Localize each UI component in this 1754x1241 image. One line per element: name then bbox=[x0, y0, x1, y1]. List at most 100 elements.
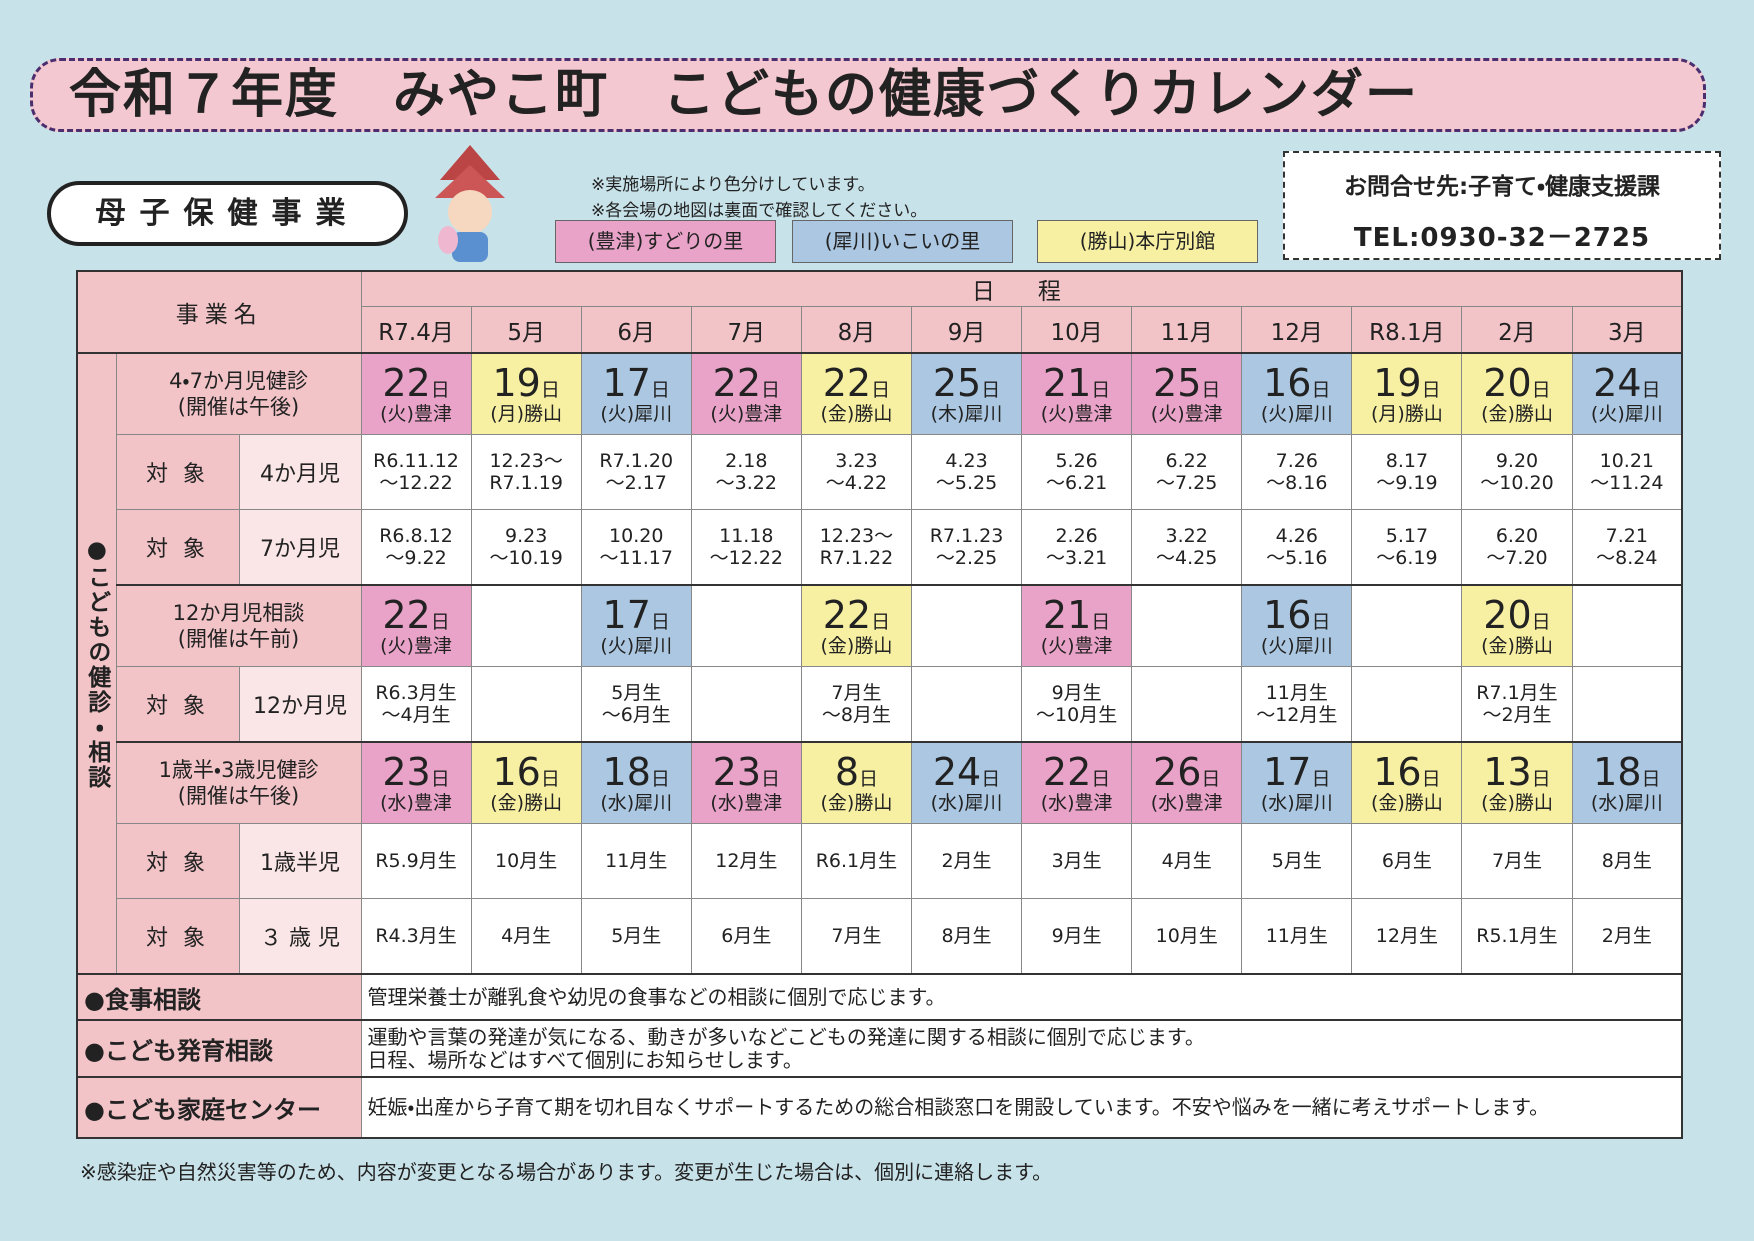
cell-line: ～5.16 bbox=[1266, 547, 1328, 569]
cell-line: 10月生 bbox=[1155, 925, 1218, 947]
cell-line: ～12月生 bbox=[1256, 704, 1338, 726]
target-cell: R5.9月生 bbox=[360, 823, 472, 899]
date-line: 17日 bbox=[1242, 752, 1351, 792]
target-cell: 6.20 ～7.20 bbox=[1461, 509, 1573, 586]
date-day: 22 bbox=[382, 593, 431, 637]
cell-line: 9月生 bbox=[1051, 682, 1102, 704]
cell-line: ～8.24 bbox=[1596, 547, 1658, 569]
date-unit: 日 bbox=[1091, 768, 1111, 790]
date-day: 25 bbox=[932, 361, 982, 405]
date-cell: 19日 (月)勝山 bbox=[470, 352, 582, 435]
date-day: 16 bbox=[492, 750, 541, 794]
date-cell bbox=[690, 584, 802, 667]
target-cell: 10月生 bbox=[470, 823, 582, 899]
header-row: R7.4月 5月 6月 7月 8月 9月 10月 11月 12月 R8.1月 2月 3月 bbox=[77, 306, 1683, 354]
footnote: ※感染症や自然災害等のため、内容が変更となる場合があります。変更が生じた場合は、… bbox=[80, 1160, 1053, 1184]
date-note: (水)豊津 bbox=[710, 792, 783, 814]
footer-name: ●こども発育相談 bbox=[76, 1019, 362, 1078]
date-unit: 日 bbox=[540, 768, 560, 790]
date-cell: 22日 (水)豊津 bbox=[1021, 741, 1133, 824]
date-cell: 23日 (水)豊津 bbox=[690, 741, 802, 824]
date-unit: 日 bbox=[430, 768, 450, 790]
contact-tel: TEL:0930-32－2725 bbox=[1353, 223, 1651, 253]
date-note: (金)勝山 bbox=[490, 792, 563, 814]
target-cell: 9.20 ～10.20 bbox=[1461, 434, 1573, 510]
date-line: 22日 bbox=[692, 363, 801, 403]
cell-line: ～11.17 bbox=[599, 547, 673, 569]
target-cell: 7月生 ～8月生 bbox=[800, 666, 912, 743]
date-day: 21 bbox=[1042, 361, 1092, 405]
date-cell: 8日 (金)勝山 bbox=[800, 741, 912, 824]
date-line: 20日 bbox=[1462, 363, 1571, 403]
date-line: 22日 bbox=[802, 363, 911, 403]
target-group: 7か月児 bbox=[238, 509, 362, 586]
body bbox=[452, 232, 488, 262]
cell-line: ～7.25 bbox=[1156, 472, 1218, 494]
cell-line: 11月生 bbox=[605, 850, 668, 872]
rabbit bbox=[438, 226, 458, 254]
cell-line: 6月生 bbox=[1381, 850, 1432, 872]
cell-line: R6.3月生 bbox=[375, 682, 457, 704]
date-cell: 22日 (火)豊津 bbox=[360, 352, 472, 435]
target-cell: 11.18 ～12.22 bbox=[690, 509, 802, 586]
target-cell: 4月生 bbox=[1131, 823, 1243, 899]
date-unit: 日 bbox=[1311, 611, 1331, 633]
target-cell: 9.23 ～10.19 bbox=[470, 509, 582, 586]
date-note: (水)豊津 bbox=[1150, 792, 1223, 814]
date-day: 24 bbox=[1593, 361, 1642, 405]
month-header: R7.4月 bbox=[360, 306, 472, 354]
date-day: 8 bbox=[834, 750, 859, 794]
month-header: 11月 bbox=[1131, 306, 1243, 354]
target-cell: 11月生 bbox=[580, 823, 692, 899]
cell-line: ～12.22 bbox=[709, 547, 784, 569]
date-day: 16 bbox=[1263, 361, 1312, 405]
date-cell: 22日 (火)豊津 bbox=[360, 584, 472, 667]
date-note: (金)勝山 bbox=[1370, 792, 1443, 814]
date-day: 19 bbox=[492, 361, 541, 405]
cell-line: 3.22 bbox=[1165, 525, 1208, 547]
target-cell: 8月生 bbox=[910, 898, 1023, 975]
date-unit: 日 bbox=[1201, 379, 1221, 401]
date-line: 24日 bbox=[1573, 363, 1682, 403]
date-cell bbox=[1351, 584, 1463, 667]
cell-line: R7.1.19 bbox=[489, 472, 563, 494]
cell-line: ～8.16 bbox=[1266, 472, 1328, 494]
date-day: 16 bbox=[1263, 593, 1312, 637]
cell-line: ～2.17 bbox=[605, 472, 667, 494]
date-cell: 17日 (火)犀川 bbox=[580, 352, 692, 435]
target-cell: 7.21 ～8.24 bbox=[1571, 509, 1683, 586]
target-cell bbox=[1131, 666, 1243, 743]
date-day: 13 bbox=[1483, 750, 1532, 794]
date-note: (火)犀川 bbox=[1590, 403, 1663, 425]
cell-line: 10月生 bbox=[495, 850, 558, 872]
target-cell: 5.26 ～6.21 bbox=[1021, 434, 1133, 510]
cell-line: 7月生 bbox=[1491, 850, 1543, 872]
date-unit: 日 bbox=[1311, 379, 1331, 401]
target-cell: 10月生 bbox=[1131, 898, 1243, 975]
target-cell: 2月生 bbox=[910, 823, 1023, 899]
cell-line: ～4月生 bbox=[381, 704, 451, 726]
date-line: 21日 bbox=[1022, 595, 1131, 635]
cell-line: 10.20 bbox=[609, 525, 664, 547]
cell-line: ～6.21 bbox=[1045, 472, 1108, 494]
date-day: 25 bbox=[1153, 361, 1202, 405]
target-cell: 2月生 bbox=[1571, 898, 1683, 975]
date-unit: 日 bbox=[981, 768, 1001, 790]
date-line: 16日 bbox=[1242, 363, 1351, 403]
target-cell: 4月生 bbox=[470, 898, 582, 975]
date-note: (火)豊津 bbox=[710, 403, 783, 425]
cell-line: 12月生 bbox=[715, 850, 778, 872]
target-cell: 5月生 bbox=[580, 898, 692, 975]
date-day: 17 bbox=[1263, 750, 1312, 794]
date-cell bbox=[1131, 584, 1243, 667]
date-note: (水)豊津 bbox=[1040, 792, 1113, 814]
cell-line: ～8月生 bbox=[821, 704, 891, 726]
legend-item: (勝山)本庁別館 bbox=[1037, 220, 1258, 263]
cell-line: 妊娠・出産から子育て期を切れ目なくサポートするための総合相談窓口を開設しています… bbox=[367, 1095, 1550, 1119]
target-cell bbox=[1351, 666, 1463, 743]
date-cell: 26日 (水)豊津 bbox=[1131, 741, 1243, 824]
cell-line: ～4.25 bbox=[1156, 547, 1218, 569]
date-cell: 18日 (水)犀川 bbox=[1571, 741, 1683, 824]
cell-line: 4・7か月児健診 bbox=[169, 369, 308, 393]
side-label: ●こどもの健診・相談 bbox=[76, 352, 117, 975]
